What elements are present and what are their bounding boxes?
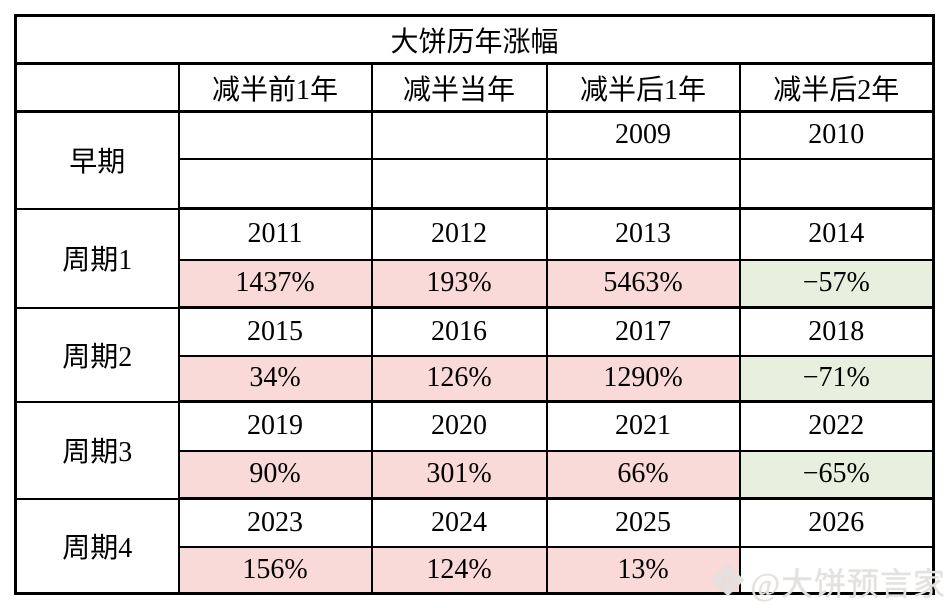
section-label-early: 早期 — [14, 110, 180, 210]
year-cell: 2012 — [370, 207, 548, 261]
col-header-halving-year: 减半当年 — [370, 62, 548, 113]
year-cell: 2022 — [738, 400, 935, 452]
year-cell: 2009 — [545, 110, 741, 160]
year-cell: 2016 — [370, 306, 548, 357]
section-label-cycle2: 周期2 — [14, 306, 180, 403]
year-cell: 2011 — [177, 207, 373, 261]
gain-cell: 124% — [370, 545, 548, 595]
section-label-cycle3: 周期3 — [14, 400, 180, 500]
gain-cell: 90% — [177, 449, 373, 500]
year-cell: 2025 — [545, 497, 741, 548]
year-cell: 2026 — [738, 497, 935, 548]
year-cell: 2010 — [738, 110, 935, 160]
gain-cell: −57% — [738, 258, 935, 309]
halving-gains-table: 大饼历年涨幅 减半前1年 减半当年 减半后1年 减半后2年 早期 2009 20… — [14, 14, 935, 595]
year-cell — [370, 110, 548, 160]
gain-cell: −65% — [738, 449, 935, 500]
gain-cell: 66% — [545, 449, 741, 500]
year-cell — [177, 110, 373, 160]
gain-cell: 193% — [370, 258, 548, 309]
gain-cell — [738, 545, 935, 595]
year-cell: 2021 — [545, 400, 741, 452]
year-cell: 2018 — [738, 306, 935, 357]
year-cell: 2020 — [370, 400, 548, 452]
gain-cell: 5463% — [545, 258, 741, 309]
year-cell: 2014 — [738, 207, 935, 261]
col-header-post-halving-2y: 减半后2年 — [738, 62, 935, 113]
gain-cell — [738, 157, 935, 210]
gain-cell: 1437% — [177, 258, 373, 309]
gain-cell: −71% — [738, 354, 935, 403]
gain-cell: 156% — [177, 545, 373, 595]
year-cell: 2019 — [177, 400, 373, 452]
year-cell: 2015 — [177, 306, 373, 357]
gain-cell — [545, 157, 741, 210]
gain-cell — [370, 157, 548, 210]
gain-cell: 301% — [370, 449, 548, 500]
gain-cell: 13% — [545, 545, 741, 595]
section-label-cycle1: 周期1 — [14, 207, 180, 309]
col-header-pre-halving-1y: 减半前1年 — [177, 62, 373, 113]
col-header-post-halving-1y: 减半后1年 — [545, 62, 741, 113]
gain-cell: 1290% — [545, 354, 741, 403]
year-cell: 2023 — [177, 497, 373, 548]
year-cell: 2024 — [370, 497, 548, 548]
year-cell: 2013 — [545, 207, 741, 261]
gain-cell: 126% — [370, 354, 548, 403]
section-label-cycle4: 周期4 — [14, 497, 180, 595]
table-title: 大饼历年涨幅 — [14, 14, 935, 65]
corner-cell — [14, 62, 180, 113]
year-cell: 2017 — [545, 306, 741, 357]
gain-cell — [177, 157, 373, 210]
gain-cell: 34% — [177, 354, 373, 403]
